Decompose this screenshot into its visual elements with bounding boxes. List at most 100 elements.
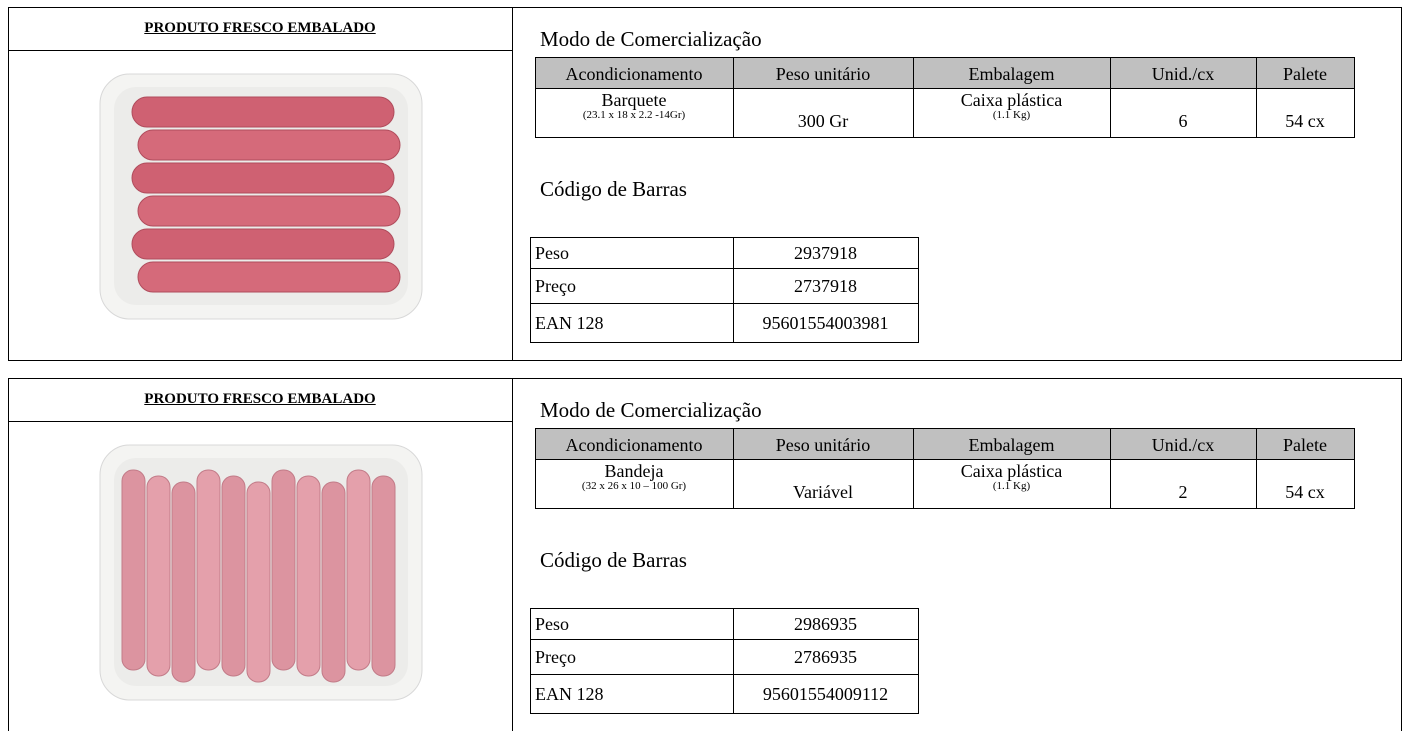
cell-text: 6 bbox=[1178, 111, 1188, 131]
barcode-value: 95601554003981 bbox=[762, 312, 889, 333]
barcode-value: 2937918 bbox=[794, 242, 857, 263]
rule bbox=[1110, 428, 1111, 509]
rule bbox=[8, 360, 1402, 361]
barcode-label: Peso bbox=[535, 613, 570, 634]
rule bbox=[1354, 57, 1355, 138]
rule bbox=[733, 237, 734, 343]
rule bbox=[530, 303, 919, 304]
column-header: Palete bbox=[1283, 64, 1327, 84]
rule bbox=[535, 428, 536, 509]
barcode-value: 2986935 bbox=[794, 613, 857, 634]
cell-detail: (23.1 x 18 x 2.2 -14Gr) bbox=[582, 109, 686, 121]
sausage bbox=[131, 228, 395, 260]
sausage bbox=[321, 481, 346, 683]
column-header: Peso unitário bbox=[775, 435, 871, 455]
rule bbox=[535, 57, 536, 138]
sausage bbox=[121, 469, 146, 671]
sausage bbox=[131, 96, 395, 128]
rule bbox=[1401, 378, 1402, 731]
column-header: Embalagem bbox=[968, 64, 1055, 84]
cell-text: 54 cx bbox=[1285, 482, 1325, 502]
column-header: Palete bbox=[1283, 435, 1327, 455]
barcode-value: 95601554009112 bbox=[762, 683, 889, 704]
rule bbox=[535, 57, 1355, 58]
column-header: Embalagem bbox=[968, 435, 1055, 455]
column-header: Acondicionamento bbox=[565, 435, 703, 455]
section-title: Modo de Comercialização bbox=[540, 27, 762, 51]
cell-text: 300 Gr bbox=[797, 111, 849, 131]
section-title: Modo de Comercialização bbox=[540, 398, 762, 422]
rule bbox=[733, 57, 734, 138]
rule bbox=[8, 378, 1402, 379]
column-header: Peso unitário bbox=[775, 64, 871, 84]
sausage bbox=[221, 475, 246, 677]
rule bbox=[535, 508, 1355, 509]
sausage bbox=[196, 469, 221, 671]
rule bbox=[8, 7, 9, 361]
rule bbox=[733, 428, 734, 509]
product-photo bbox=[99, 444, 423, 701]
rule bbox=[918, 608, 919, 714]
sausage bbox=[131, 162, 395, 194]
rule bbox=[530, 608, 531, 714]
barcode-value: 2786935 bbox=[794, 646, 857, 667]
rule bbox=[530, 268, 919, 269]
product-header: PRODUTO FRESCO EMBALADO bbox=[144, 20, 376, 36]
cell-detail: (1.1 Kg) bbox=[992, 109, 1031, 121]
rule bbox=[530, 639, 919, 640]
cell-detail: (32 x 26 x 10 – 100 Gr) bbox=[581, 480, 687, 492]
rule bbox=[535, 137, 1355, 138]
rule bbox=[1256, 57, 1257, 138]
cell-text: Barquete bbox=[601, 90, 667, 110]
rule bbox=[535, 88, 1355, 89]
sausage bbox=[137, 129, 401, 161]
cell-text: Caixa plástica bbox=[960, 461, 1063, 481]
sausage bbox=[137, 261, 401, 293]
rule bbox=[535, 428, 1355, 429]
sausage bbox=[271, 469, 296, 671]
barcode-label: EAN 128 bbox=[535, 683, 604, 704]
cell-text: 54 cx bbox=[1285, 111, 1325, 131]
sausage bbox=[171, 481, 196, 683]
cell-detail: (1.1 Kg) bbox=[992, 480, 1031, 492]
barcode-label: Preço bbox=[535, 275, 576, 296]
cell-text: 2 bbox=[1178, 482, 1188, 502]
sausage bbox=[346, 469, 371, 671]
column-header: Unid./cx bbox=[1151, 64, 1215, 84]
cell-text: Caixa plástica bbox=[960, 90, 1063, 110]
barcode-label: Peso bbox=[535, 242, 570, 263]
rule bbox=[530, 342, 919, 343]
rule bbox=[8, 50, 513, 51]
column-header: Unid./cx bbox=[1151, 435, 1215, 455]
rule bbox=[530, 713, 919, 714]
rule bbox=[8, 7, 1402, 8]
sausage bbox=[146, 475, 171, 677]
rule bbox=[512, 7, 513, 361]
table-header-bg bbox=[535, 428, 1354, 459]
rule bbox=[1110, 57, 1111, 138]
barcode-value: 2737918 bbox=[794, 275, 857, 296]
product-header: PRODUTO FRESCO EMBALADO bbox=[144, 391, 376, 407]
product-photo bbox=[99, 73, 423, 320]
rule bbox=[512, 378, 513, 731]
cell-text: Bandeja bbox=[604, 461, 664, 481]
rule bbox=[8, 378, 9, 731]
rule bbox=[530, 237, 919, 238]
column-header: Acondicionamento bbox=[565, 64, 703, 84]
rule bbox=[913, 428, 914, 509]
sausage bbox=[296, 475, 321, 677]
rule bbox=[530, 237, 531, 343]
sausage bbox=[137, 195, 401, 227]
barcode-title: Código de Barras bbox=[540, 177, 687, 201]
rule bbox=[535, 459, 1355, 460]
rule bbox=[733, 608, 734, 714]
cell-text: Variável bbox=[793, 482, 853, 502]
table-header-bg bbox=[535, 57, 1354, 88]
sausage bbox=[246, 481, 271, 683]
rule bbox=[1401, 7, 1402, 361]
barcode-title: Código de Barras bbox=[540, 548, 687, 572]
rule bbox=[8, 421, 513, 422]
sausage bbox=[371, 475, 396, 677]
rule bbox=[913, 57, 914, 138]
